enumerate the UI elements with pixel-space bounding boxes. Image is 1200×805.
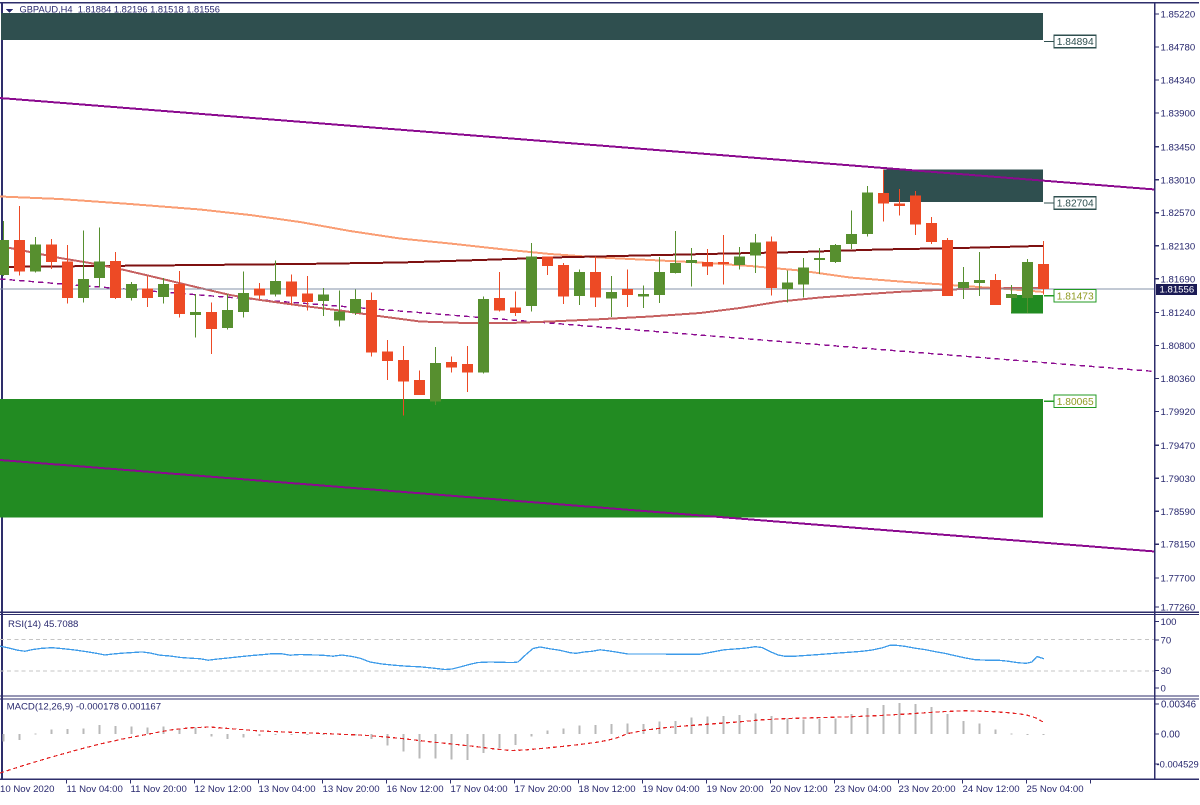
svg-text:17 Nov 20:00: 17 Nov 20:00 (515, 784, 572, 795)
svg-text:30: 30 (1161, 666, 1172, 677)
svg-text:1.84894: 1.84894 (1057, 37, 1094, 48)
svg-text:1.84780: 1.84780 (1161, 43, 1196, 54)
svg-text:1.81556: 1.81556 (1160, 285, 1195, 296)
svg-text:1.79030: 1.79030 (1161, 474, 1196, 485)
svg-text:1.83450: 1.83450 (1161, 142, 1196, 153)
svg-text:1.81240: 1.81240 (1161, 308, 1196, 319)
svg-text:1.81473: 1.81473 (1057, 291, 1094, 302)
svg-text:0.00346: 0.00346 (1161, 700, 1196, 711)
svg-text:0.00: 0.00 (1161, 730, 1180, 741)
svg-text:1.85220: 1.85220 (1161, 10, 1196, 21)
svg-text:MACD(12,26,9) -0.000178 0.0011: MACD(12,26,9) -0.000178 0.001167 (7, 702, 162, 713)
svg-text:1.78590: 1.78590 (1161, 507, 1196, 518)
svg-text:13 Nov 04:00: 13 Nov 04:00 (259, 784, 316, 795)
svg-text:1.79470: 1.79470 (1161, 441, 1196, 452)
svg-text:23 Nov 04:00: 23 Nov 04:00 (835, 784, 892, 795)
svg-text:70: 70 (1161, 636, 1172, 647)
svg-text:20 Nov 12:00: 20 Nov 12:00 (771, 784, 828, 795)
svg-text:1.77700: 1.77700 (1161, 574, 1196, 585)
svg-text:11 Nov 20:00: 11 Nov 20:00 (131, 784, 187, 795)
svg-text:17 Nov 04:00: 17 Nov 04:00 (451, 784, 508, 795)
svg-text:11 Nov 04:00: 11 Nov 04:00 (67, 784, 123, 795)
svg-text:25 Nov 04:00: 25 Nov 04:00 (1027, 784, 1084, 795)
svg-text:1.82704: 1.82704 (1057, 199, 1094, 210)
svg-text:RSI(14) 45.7088: RSI(14) 45.7088 (8, 619, 78, 630)
svg-text:23 Nov 20:00: 23 Nov 20:00 (899, 784, 956, 795)
svg-text:1.77260: 1.77260 (1161, 603, 1196, 614)
svg-text:16 Nov 12:00: 16 Nov 12:00 (387, 784, 444, 795)
svg-text:1.83900: 1.83900 (1161, 109, 1196, 120)
svg-text:1.80360: 1.80360 (1161, 374, 1196, 385)
svg-text:1.81690: 1.81690 (1161, 274, 1196, 285)
svg-text:1.84340: 1.84340 (1161, 76, 1196, 87)
svg-text:1.80065: 1.80065 (1057, 397, 1094, 408)
svg-text:100: 100 (1161, 617, 1177, 628)
svg-text:1.79920: 1.79920 (1161, 407, 1196, 418)
svg-text:19 Nov 04:00: 19 Nov 04:00 (643, 784, 700, 795)
svg-text:-0.004529: -0.004529 (1157, 759, 1199, 770)
svg-text:GBPAUD,H4 1.81884 1.82196 1.8: GBPAUD,H4 1.81884 1.82196 1.81518 1.8155… (20, 5, 220, 15)
svg-text:10 Nov 2020: 10 Nov 2020 (0, 784, 54, 795)
svg-text:18 Nov 12:00: 18 Nov 12:00 (579, 784, 636, 795)
svg-text:1.82130: 1.82130 (1161, 241, 1196, 252)
svg-text:13 Nov 20:00: 13 Nov 20:00 (323, 784, 380, 795)
svg-text:0: 0 (1161, 684, 1166, 695)
svg-text:19 Nov 20:00: 19 Nov 20:00 (707, 784, 764, 795)
svg-text:1.80800: 1.80800 (1161, 341, 1196, 352)
svg-text:24 Nov 12:00: 24 Nov 12:00 (963, 784, 1020, 795)
svg-text:12 Nov 12:00: 12 Nov 12:00 (195, 784, 252, 795)
svg-text:1.78150: 1.78150 (1161, 540, 1196, 551)
svg-text:1.83010: 1.83010 (1161, 175, 1196, 186)
svg-text:1.82570: 1.82570 (1161, 208, 1196, 219)
